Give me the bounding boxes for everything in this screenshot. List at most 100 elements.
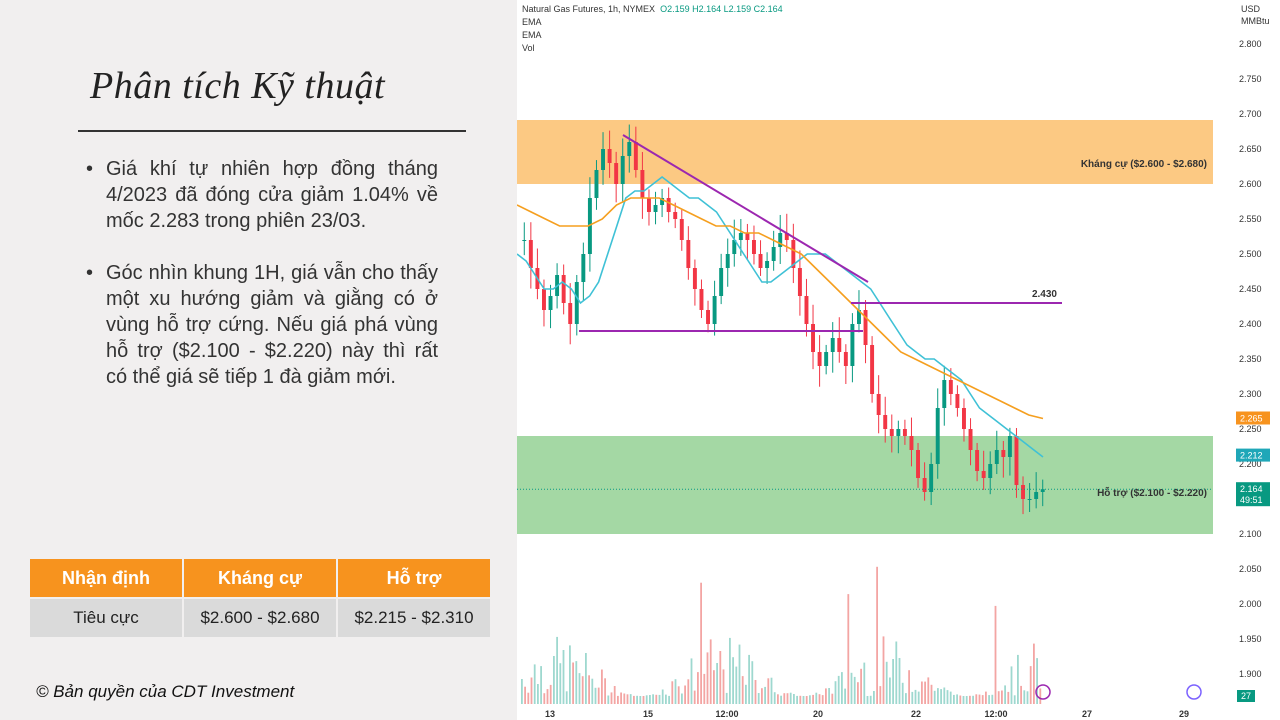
volume-bar (732, 657, 734, 704)
volume-bar (937, 688, 939, 704)
candle-body (850, 324, 855, 366)
price-tag-timer: 49:51 (1240, 495, 1263, 505)
candle-body (660, 198, 665, 205)
countdown-badge-label: 27 (1241, 691, 1251, 701)
volume-bar (556, 636, 558, 704)
candle-body (752, 240, 756, 254)
candle-body (797, 268, 802, 296)
volume-bar (645, 695, 648, 704)
copyright-text: © Bản quyền của CDT Investment (36, 682, 295, 701)
x-tick-label: 15 (643, 709, 653, 719)
volume-bar (572, 662, 574, 704)
resistance-zone (517, 120, 1213, 184)
candle-body (1040, 489, 1045, 492)
slide-panel: Phân tích Kỹ thuật • Giá khí tự nhiên hợp… (0, 0, 517, 720)
volume-bar (527, 692, 530, 704)
volume-bar (930, 684, 933, 704)
candle-body (889, 429, 894, 436)
volume-bar (853, 676, 856, 704)
volume-bar (709, 639, 712, 704)
candle-body (574, 282, 579, 324)
volume-bar (879, 686, 882, 704)
lightning-icon (1035, 684, 1051, 700)
volume-bar (997, 691, 1000, 704)
volume-bar (809, 695, 811, 704)
candle-body (975, 450, 980, 471)
volume-bar (917, 691, 920, 704)
table-cell: $2.600 - $2.680 (184, 599, 336, 637)
candle-body (994, 450, 999, 464)
volume-bar (578, 673, 581, 704)
volume-bar (962, 696, 965, 704)
candle-body (607, 149, 612, 163)
volume-bar (860, 668, 862, 704)
candle-body (830, 338, 835, 352)
volume-bar (649, 695, 651, 704)
volume-bar (821, 695, 824, 704)
candle-body (568, 303, 573, 324)
volume-bar (828, 688, 830, 704)
candle-body (548, 296, 553, 310)
volume-bar (770, 677, 773, 704)
indicator-label[interactable]: Vol (522, 43, 535, 53)
chart-svg[interactable]: Kháng cự ($2.600 - $2.680) Hỗ trợ ($2.100… (517, 0, 1280, 720)
volume-bar (988, 695, 990, 704)
y-tick-label: 2.250 (1239, 424, 1262, 434)
candle-body (1021, 485, 1025, 499)
candle-body (922, 478, 927, 492)
candle-body (666, 198, 671, 212)
bullet-text: Góc nhìn khung 1H, giá vẫn cho thấy một … (106, 262, 438, 388)
volume-bar (1020, 685, 1022, 704)
volume-bar (722, 669, 725, 704)
volume-bar (892, 659, 894, 704)
volume-bar (607, 695, 610, 704)
ema-slow-line (517, 197, 1044, 420)
volume-bar (735, 666, 738, 704)
candle-body (870, 345, 875, 394)
volume-bar (815, 692, 818, 704)
candle-body (528, 240, 533, 268)
candle-body (804, 296, 809, 324)
y-tick-label: 2.750 (1239, 74, 1262, 84)
volume-bar (549, 684, 552, 704)
volume-bar (908, 670, 910, 704)
chart-legend: Natural Gas Futures, 1h, NYMEX O2.159 H2… (522, 3, 783, 55)
volume-bar (946, 690, 949, 704)
volume-bar (533, 664, 536, 704)
volume-bar (793, 694, 795, 704)
candle-body (620, 156, 625, 184)
candle-body (594, 170, 599, 198)
y-tick-label: 2.600 (1239, 179, 1262, 189)
price-tag (1236, 411, 1270, 425)
price-chart[interactable]: Kháng cự ($2.600 - $2.680) Hỗ trợ ($2.100… (517, 0, 1280, 720)
candle-body (627, 142, 632, 156)
support-zone-label: Hỗ trợ ($2.100 - $2.220) (1097, 486, 1207, 499)
indicator-label[interactable]: EMA (522, 17, 542, 27)
candle-body (732, 240, 737, 254)
candle-body (725, 254, 730, 268)
table-header-cell: Hỗ trợ (338, 559, 490, 597)
volume-bar (591, 678, 594, 704)
volume-bar (959, 695, 962, 704)
currency-unit[interactable]: USD MMBtu (1241, 3, 1270, 27)
volume-bar (690, 658, 693, 704)
volume-bar (953, 694, 955, 704)
volume-bar (588, 675, 590, 704)
volume-bar (1036, 658, 1038, 704)
volume-bar (1029, 666, 1032, 704)
volume-bar (617, 695, 619, 704)
candle-body (902, 429, 907, 436)
candle-body (837, 338, 842, 352)
volume-bar (524, 686, 526, 704)
x-tick-label: 27 (1082, 709, 1092, 719)
volume-bar (825, 688, 827, 704)
candle-body (981, 471, 986, 478)
volume-bar (850, 672, 853, 704)
volume-bar (751, 661, 754, 704)
volume-bar (901, 682, 904, 704)
indicator-label[interactable]: EMA (522, 30, 542, 40)
bullet-item: • Góc nhìn khung 1H, giá vẫn cho thấy một… (86, 260, 438, 390)
table-header-cell: Nhận định (30, 559, 182, 597)
volume-bar (658, 694, 661, 704)
candle-body (1027, 499, 1032, 500)
